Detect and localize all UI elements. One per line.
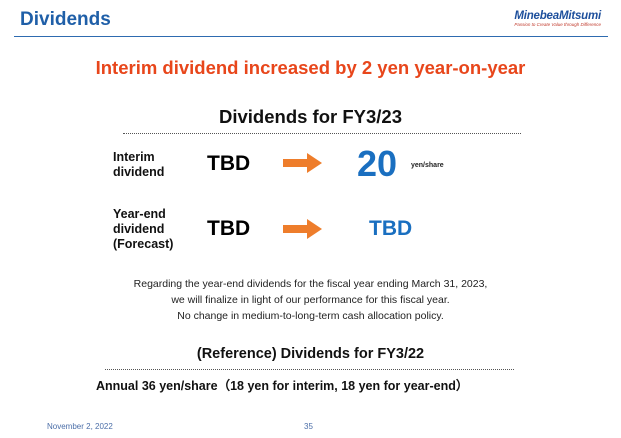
dividend-note: Regarding the year-end dividends for the… [0,276,621,324]
interim-dividend-value: 20 [357,143,398,184]
section-title: Dividends for FY3/23 [219,106,402,127]
label-line: Year-end [113,207,166,221]
section-divider [123,133,521,134]
headline: Interim dividend increased by 2 yen year… [95,57,526,78]
title-divider [14,36,608,37]
reference-annual-dividend: Annual 36 yen/share（18 yen for interim, … [96,379,469,393]
year-end-previous-value: TBD [207,217,251,240]
logo-name: MinebeaMitsumi [514,10,601,22]
interim-previous-value: TBD [207,152,251,175]
year-end-dividend-value: TBD [369,217,413,240]
year-end-dividend-label: Year-end dividend (Forecast) [113,207,173,252]
note-line: Regarding the year-end dividends for the… [133,278,488,290]
reference-divider [105,369,514,370]
reference-title: (Reference) Dividends for FY3/22 [196,346,425,362]
label-line: (Forecast) [113,237,174,251]
footer-date: November 2, 2022 [47,422,113,431]
note-line: we will finalize in light of our perform… [171,294,450,306]
interim-dividend-label: Interim dividend [113,150,164,180]
page-number: 35 [304,422,313,431]
right-arrow-icon [283,219,322,239]
label-line: Interim [113,150,155,164]
logo-tagline: Passion to Create Value through Differen… [514,22,601,27]
company-logo: MinebeaMitsumi Passion to Create Value t… [514,10,601,28]
page-title: Dividends [20,9,111,30]
interim-dividend-unit: yen/share [411,162,444,169]
note-line: No change in medium-to-long-term cash al… [177,310,444,322]
label-line: dividend [113,222,165,236]
right-arrow-icon [283,153,322,173]
label-line: dividend [113,165,165,179]
